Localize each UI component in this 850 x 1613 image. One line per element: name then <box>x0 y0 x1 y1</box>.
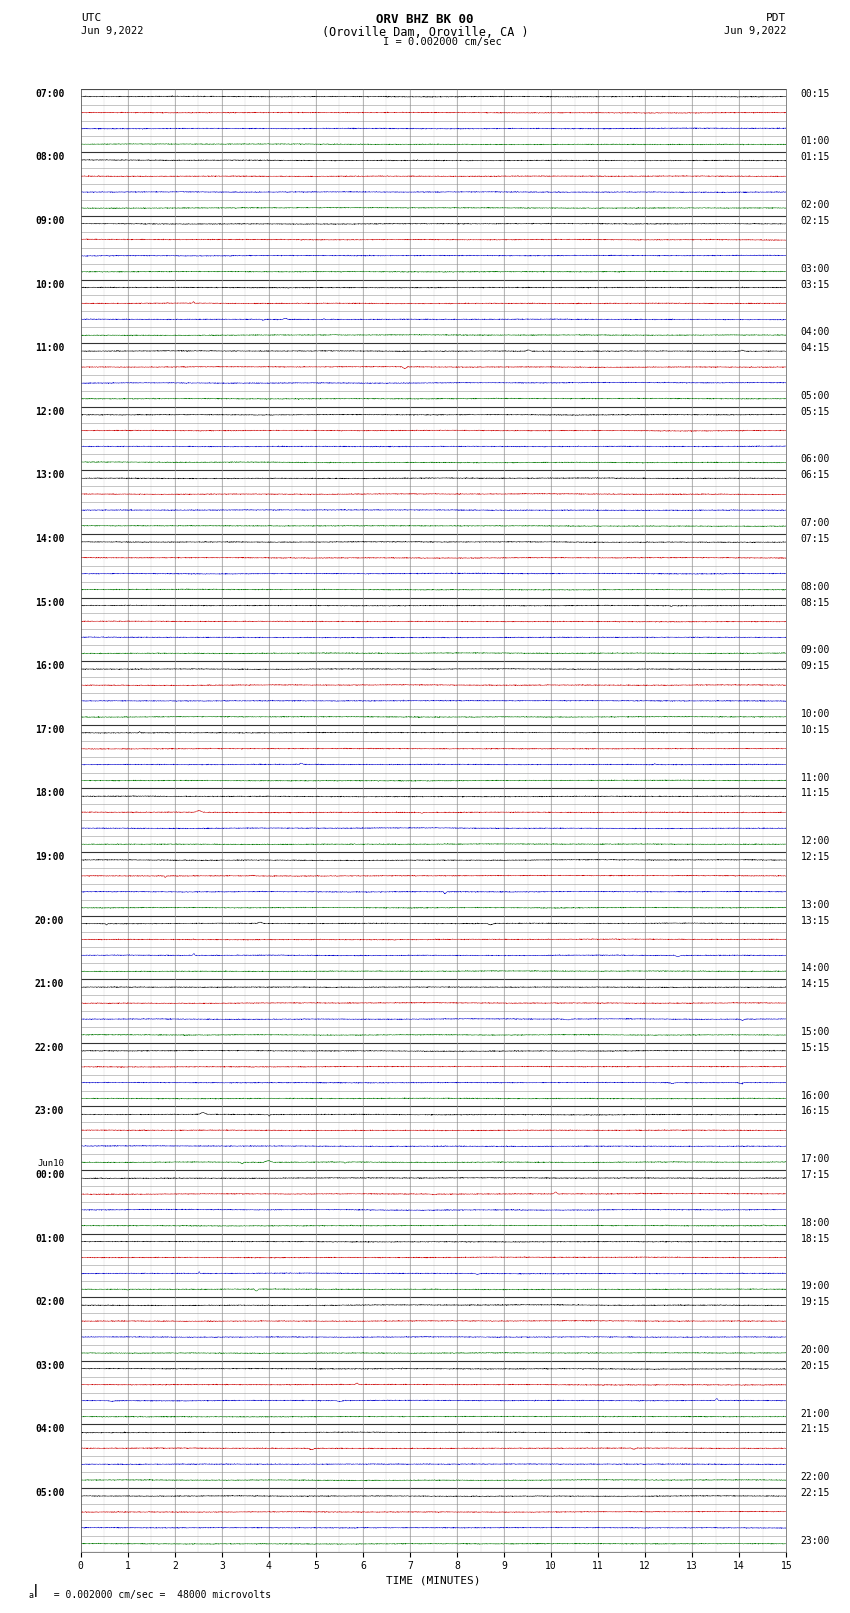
Text: 21:00: 21:00 <box>801 1408 830 1418</box>
Text: 05:00: 05:00 <box>801 390 830 402</box>
Text: 07:00: 07:00 <box>801 518 830 527</box>
Text: 20:00: 20:00 <box>801 1345 830 1355</box>
Text: 04:15: 04:15 <box>801 344 830 353</box>
Text: 02:00: 02:00 <box>35 1297 65 1307</box>
Text: 01:00: 01:00 <box>801 137 830 147</box>
Text: 17:15: 17:15 <box>801 1169 830 1181</box>
Text: 05:00: 05:00 <box>35 1489 65 1498</box>
Text: PDT: PDT <box>766 13 786 23</box>
Text: 08:00: 08:00 <box>801 582 830 592</box>
Text: 23:00: 23:00 <box>35 1107 65 1116</box>
Text: Jun 9,2022: Jun 9,2022 <box>81 26 144 35</box>
Text: 06:15: 06:15 <box>801 471 830 481</box>
Text: 07:15: 07:15 <box>801 534 830 544</box>
Text: 19:15: 19:15 <box>801 1297 830 1307</box>
Text: 15:00: 15:00 <box>801 1027 830 1037</box>
Text: 03:00: 03:00 <box>35 1361 65 1371</box>
Text: 09:00: 09:00 <box>801 645 830 655</box>
Text: 08:15: 08:15 <box>801 597 830 608</box>
Text: 21:00: 21:00 <box>35 979 65 989</box>
Text: 19:00: 19:00 <box>801 1281 830 1292</box>
Text: 23:00: 23:00 <box>801 1536 830 1545</box>
Text: 06:00: 06:00 <box>801 455 830 465</box>
Text: 09:00: 09:00 <box>35 216 65 226</box>
Text: 13:15: 13:15 <box>801 916 830 926</box>
Text: 20:00: 20:00 <box>35 916 65 926</box>
Text: ORV BHZ BK 00: ORV BHZ BK 00 <box>377 13 473 26</box>
Text: 10:00: 10:00 <box>801 708 830 719</box>
Text: Jun10: Jun10 <box>37 1160 65 1168</box>
Text: 14:15: 14:15 <box>801 979 830 989</box>
Text: 22:00: 22:00 <box>35 1044 65 1053</box>
Text: 01:15: 01:15 <box>801 152 830 163</box>
Text: 18:00: 18:00 <box>801 1218 830 1227</box>
Text: 16:00: 16:00 <box>35 661 65 671</box>
Text: 14:00: 14:00 <box>35 534 65 544</box>
Text: 08:00: 08:00 <box>35 152 65 163</box>
Text: 01:00: 01:00 <box>35 1234 65 1244</box>
Text: 12:00: 12:00 <box>801 836 830 847</box>
Text: 02:15: 02:15 <box>801 216 830 226</box>
Text: 11:00: 11:00 <box>801 773 830 782</box>
Text: 16:15: 16:15 <box>801 1107 830 1116</box>
Text: 17:00: 17:00 <box>35 724 65 736</box>
Text: 10:00: 10:00 <box>35 279 65 290</box>
Text: 12:15: 12:15 <box>801 852 830 861</box>
Text: 11:15: 11:15 <box>801 789 830 798</box>
Text: 21:15: 21:15 <box>801 1424 830 1434</box>
Text: 22:15: 22:15 <box>801 1489 830 1498</box>
Text: 18:00: 18:00 <box>35 789 65 798</box>
Text: 03:15: 03:15 <box>801 279 830 290</box>
X-axis label: TIME (MINUTES): TIME (MINUTES) <box>386 1576 481 1586</box>
Text: 16:00: 16:00 <box>801 1090 830 1100</box>
Text: 11:00: 11:00 <box>35 344 65 353</box>
Text: 04:00: 04:00 <box>801 327 830 337</box>
Text: (Oroville Dam, Oroville, CA ): (Oroville Dam, Oroville, CA ) <box>321 26 529 39</box>
Text: 17:00: 17:00 <box>801 1155 830 1165</box>
Text: 13:00: 13:00 <box>35 471 65 481</box>
Text: UTC: UTC <box>81 13 101 23</box>
Text: 02:00: 02:00 <box>801 200 830 210</box>
Text: 04:00: 04:00 <box>35 1424 65 1434</box>
Text: 10:15: 10:15 <box>801 724 830 736</box>
Text: 13:00: 13:00 <box>801 900 830 910</box>
Text: 22:00: 22:00 <box>801 1473 830 1482</box>
Text: 18:15: 18:15 <box>801 1234 830 1244</box>
Text: |: | <box>32 1584 40 1597</box>
Text: 00:15: 00:15 <box>801 89 830 98</box>
Text: 14:00: 14:00 <box>801 963 830 973</box>
Text: 00:00: 00:00 <box>35 1169 65 1181</box>
Text: 12:00: 12:00 <box>35 406 65 416</box>
Text: I = 0.002000 cm/sec: I = 0.002000 cm/sec <box>382 37 501 47</box>
Text: 09:15: 09:15 <box>801 661 830 671</box>
Text: 03:00: 03:00 <box>801 263 830 274</box>
Text: 15:00: 15:00 <box>35 597 65 608</box>
Text: 19:00: 19:00 <box>35 852 65 861</box>
Text: 20:15: 20:15 <box>801 1361 830 1371</box>
Text: 07:00: 07:00 <box>35 89 65 98</box>
Text: 15:15: 15:15 <box>801 1044 830 1053</box>
Text: a: a <box>28 1590 33 1600</box>
Text: 05:15: 05:15 <box>801 406 830 416</box>
Text: Jun 9,2022: Jun 9,2022 <box>723 26 786 35</box>
Text: = 0.002000 cm/sec =  48000 microvolts: = 0.002000 cm/sec = 48000 microvolts <box>42 1590 272 1600</box>
